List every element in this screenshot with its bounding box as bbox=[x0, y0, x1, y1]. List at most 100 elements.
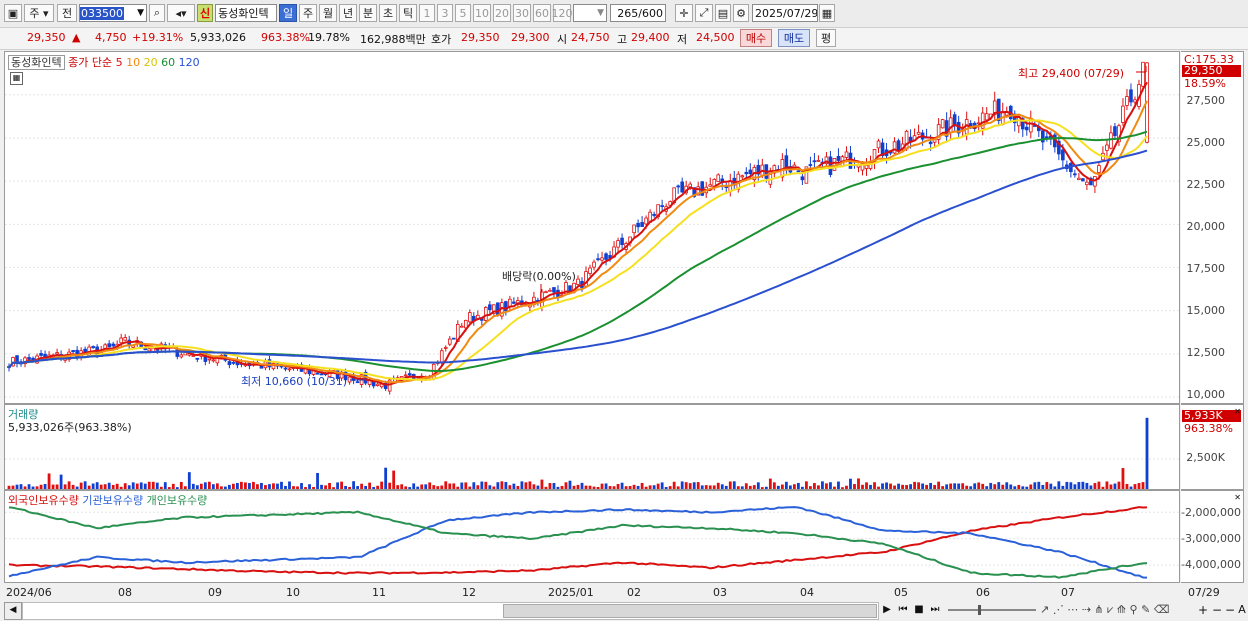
period-week[interactable]: 주 bbox=[299, 4, 317, 22]
type-select[interactable]: 주 ▾ bbox=[24, 4, 54, 22]
volume-bar bbox=[792, 484, 796, 489]
search-icon[interactable]: ⌕ bbox=[149, 4, 165, 22]
candle bbox=[940, 119, 945, 129]
ma-line-10 bbox=[8, 100, 1148, 384]
candle bbox=[588, 267, 592, 274]
volume-bar bbox=[821, 481, 824, 489]
table-icon[interactable]: ▦ bbox=[10, 72, 23, 85]
volume-panel[interactable]: 거래량 5,933,026주(963.38%) bbox=[4, 404, 1180, 490]
volume-bar bbox=[356, 486, 360, 489]
volume-bar bbox=[39, 484, 43, 489]
volume-bar bbox=[869, 484, 872, 489]
volume-bar bbox=[953, 483, 957, 489]
period-month[interactable]: 월 bbox=[319, 4, 337, 22]
window-menu-icon[interactable]: ▣ bbox=[4, 4, 22, 22]
candle bbox=[992, 100, 997, 116]
text-size-icon[interactable]: A bbox=[1238, 603, 1246, 616]
legend-stock-name[interactable]: 동성화인텍 bbox=[8, 55, 65, 70]
interval-3[interactable]: 3 bbox=[437, 4, 453, 22]
volume-bar bbox=[917, 482, 920, 489]
interval-60[interactable]: 60 bbox=[533, 4, 551, 22]
volume-bar bbox=[167, 487, 171, 489]
candle bbox=[812, 160, 817, 163]
price-panel[interactable]: 동성화인텍 종가 단순 5 10 20 60 120 ▦ 최고 29,400 (… bbox=[4, 51, 1180, 404]
new-badge[interactable]: 신 bbox=[197, 4, 213, 22]
zoom-in-icon[interactable]: + bbox=[1197, 603, 1209, 617]
candle bbox=[315, 372, 320, 375]
gear-icon[interactable]: ⚙ bbox=[733, 4, 749, 22]
count-field[interactable]: 265/600 bbox=[610, 4, 666, 22]
sell-button[interactable]: 매도 bbox=[778, 29, 810, 47]
volume-bar bbox=[736, 486, 740, 489]
drawing-tools[interactable]: ↗ ⋰ ⋯ ⇢ ⋔ ⩗ ⟰ ⚲ ✎ ⌫ bbox=[1040, 603, 1170, 616]
volume-bar bbox=[921, 483, 925, 489]
scrollbar-thumb[interactable] bbox=[503, 604, 877, 618]
chevron-down-icon[interactable]: ▼ bbox=[137, 8, 144, 18]
volume-bar bbox=[652, 485, 656, 489]
volume-bar bbox=[103, 484, 107, 489]
volume-bar bbox=[696, 482, 700, 489]
zoom-slider[interactable] bbox=[948, 602, 1036, 618]
quote-low: 24,500 bbox=[696, 31, 735, 44]
candle bbox=[1109, 132, 1113, 149]
save-icon[interactable]: ▤ bbox=[715, 4, 731, 22]
speaker-icon[interactable]: ◂▾ bbox=[167, 4, 195, 22]
holding-panel[interactable]: 외국인보유수량 기관보유수량 개인보유수량 bbox=[4, 490, 1180, 583]
date-field[interactable]: 2025/07/29 bbox=[752, 4, 818, 22]
close-icon[interactable]: ✕ bbox=[1234, 493, 1241, 502]
crosshair-icon[interactable]: ✛ bbox=[675, 4, 693, 22]
code-input[interactable]: 033500 ▼ bbox=[79, 4, 147, 22]
interval-1[interactable]: 1 bbox=[419, 4, 435, 22]
zoom-out-icon[interactable]: − bbox=[1211, 603, 1223, 617]
candle bbox=[1113, 126, 1117, 137]
volume-bar bbox=[404, 486, 408, 489]
period-tick[interactable]: 틱 bbox=[399, 4, 417, 22]
interval-30[interactable]: 30 bbox=[513, 4, 531, 22]
interval-120[interactable]: 120 bbox=[552, 4, 573, 22]
volume-bar bbox=[436, 486, 440, 489]
scrollbar-track[interactable] bbox=[22, 602, 879, 620]
close-icon[interactable]: ✕ bbox=[1234, 407, 1241, 416]
volume-bar bbox=[720, 484, 724, 489]
period-year[interactable]: 년 bbox=[339, 4, 357, 22]
candle bbox=[748, 169, 753, 175]
volume-bar bbox=[957, 483, 961, 489]
volume-bar bbox=[400, 484, 404, 489]
minus-icon[interactable]: − bbox=[1224, 603, 1236, 617]
period-day[interactable]: 일 bbox=[279, 4, 297, 22]
chart-tool-icon[interactable]: ⤢ bbox=[695, 4, 713, 22]
volume-bar bbox=[704, 485, 708, 489]
interval-select[interactable]: ▼ bbox=[573, 4, 607, 22]
volume-bar bbox=[688, 483, 692, 489]
candle bbox=[1073, 173, 1077, 176]
scroll-left-icon[interactable]: ◀ bbox=[4, 602, 22, 620]
period-minute[interactable]: 분 bbox=[359, 4, 377, 22]
volume-bar bbox=[776, 485, 780, 489]
candle bbox=[744, 171, 749, 175]
volume-bar bbox=[91, 483, 95, 489]
volume-bar bbox=[1109, 484, 1113, 489]
volume-bar bbox=[1041, 484, 1045, 489]
rewind-icon[interactable]: ⏮ bbox=[898, 604, 908, 615]
eval-button[interactable]: 평 bbox=[816, 29, 836, 47]
interval-5[interactable]: 5 bbox=[455, 4, 471, 22]
volume-bar bbox=[800, 486, 804, 489]
scroll-right-icon[interactable]: ▶ bbox=[883, 604, 891, 615]
candle bbox=[267, 359, 272, 368]
candle bbox=[800, 176, 805, 181]
forward-icon[interactable]: ⏭ bbox=[930, 604, 940, 615]
volume-bar bbox=[1069, 482, 1073, 489]
candle bbox=[796, 170, 801, 173]
interval-10[interactable]: 10 bbox=[473, 4, 491, 22]
calendar-icon[interactable]: ▦ bbox=[819, 4, 835, 22]
volume-bar bbox=[476, 485, 480, 489]
stop-icon[interactable]: ■ bbox=[914, 604, 924, 615]
buy-button[interactable]: 매수 bbox=[740, 29, 772, 47]
market-button[interactable]: 전 bbox=[57, 4, 77, 22]
period-second[interactable]: 초 bbox=[379, 4, 397, 22]
volume-bar bbox=[564, 482, 568, 489]
interval-20[interactable]: 20 bbox=[493, 4, 511, 22]
candle bbox=[600, 257, 604, 261]
volume-bar bbox=[223, 486, 227, 489]
volume-axis: 5,933K 963.38% 2,500K ✕ bbox=[1181, 404, 1244, 490]
